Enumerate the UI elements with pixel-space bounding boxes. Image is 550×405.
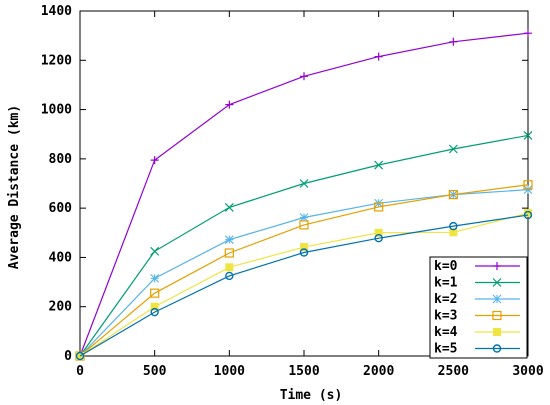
legend-marker [493, 328, 501, 336]
data-point [299, 213, 309, 222]
data-point [225, 271, 234, 281]
data-point [374, 228, 383, 237]
legend-label: k=5 [434, 342, 457, 357]
data-point [150, 307, 159, 317]
data-point [299, 220, 309, 230]
x-tick-label: 2500 [438, 364, 469, 379]
legend-entry: k=3 [434, 309, 520, 324]
legend-box [429, 256, 528, 359]
x-tick-label: 500 [143, 364, 167, 379]
data-point [150, 302, 159, 311]
legend-label: k=3 [434, 309, 457, 324]
data-point [449, 221, 458, 231]
data-point [524, 209, 532, 218]
data-point [299, 179, 309, 188]
legend-entry: k=0 [434, 259, 520, 274]
x-tick-label: 3000 [512, 364, 543, 379]
data-point [523, 131, 533, 140]
data-point [299, 248, 309, 257]
y-tick-label: 0 [64, 349, 72, 364]
x-axis-label: Time (s) [280, 388, 343, 403]
data-point [448, 144, 458, 154]
legend-label: k=4 [434, 325, 458, 340]
legend-label: k=2 [434, 292, 457, 307]
data-point [150, 156, 159, 165]
series-layer [75, 29, 533, 361]
data-point [374, 202, 384, 212]
legend: k=0 k=1k=2 k=3k=4 k=5 [429, 256, 528, 359]
y-tick-label: 600 [49, 201, 73, 216]
data-point [225, 263, 234, 272]
x-tick-label: 1000 [214, 364, 245, 379]
y-tick-label: 1000 [41, 103, 72, 118]
legend-label: k=0 [434, 259, 458, 274]
x-tick-label: 0 [76, 364, 84, 379]
y-tick-label: 800 [49, 152, 73, 167]
legend-marker [493, 262, 501, 270]
data-point [75, 351, 85, 361]
legend-marker [492, 278, 502, 287]
x-tick-label: 1500 [288, 364, 319, 379]
data-point [224, 202, 234, 212]
data-point [150, 246, 160, 256]
legend-marker [492, 294, 502, 304]
data-point [374, 234, 383, 243]
legend-entry: k=5 [434, 342, 520, 357]
data-point [224, 235, 234, 245]
data-point [150, 288, 160, 298]
y-tick-label: 1400 [41, 4, 72, 19]
data-point [524, 29, 532, 38]
series-k=5 [75, 210, 533, 361]
data-point [449, 37, 458, 46]
data-point [523, 210, 533, 220]
legend-marker [492, 310, 502, 321]
data-point [523, 185, 533, 195]
data-point [449, 228, 458, 237]
data-point [374, 160, 384, 170]
legend-entry: k=2 [434, 292, 520, 307]
data-point [224, 248, 234, 258]
series-k=4 [76, 209, 532, 360]
series-line [79, 184, 529, 357]
y-axis-label: Average Distance (km) [7, 105, 22, 269]
legend-marker [492, 344, 502, 353]
legend-entry: k=4 [434, 325, 520, 340]
axes: 0 200 400 600 800 1000 1200 1400 0 500 1000 1500 200… [41, 4, 544, 379]
legend-entry: k=1 [434, 276, 520, 291]
data-point [448, 189, 458, 200]
data-point [150, 273, 160, 283]
y-tick-label: 1200 [41, 53, 72, 68]
x-tick-label: 2000 [363, 364, 394, 379]
data-point [523, 180, 533, 190]
data-point [374, 52, 383, 61]
y-tick-label: 200 [49, 300, 73, 315]
legend-label: k=1 [434, 276, 458, 291]
data-point [300, 243, 308, 252]
data-point [225, 100, 234, 109]
data-point [300, 72, 308, 81]
series-line [79, 214, 529, 357]
y-tick-label: 400 [49, 250, 73, 265]
